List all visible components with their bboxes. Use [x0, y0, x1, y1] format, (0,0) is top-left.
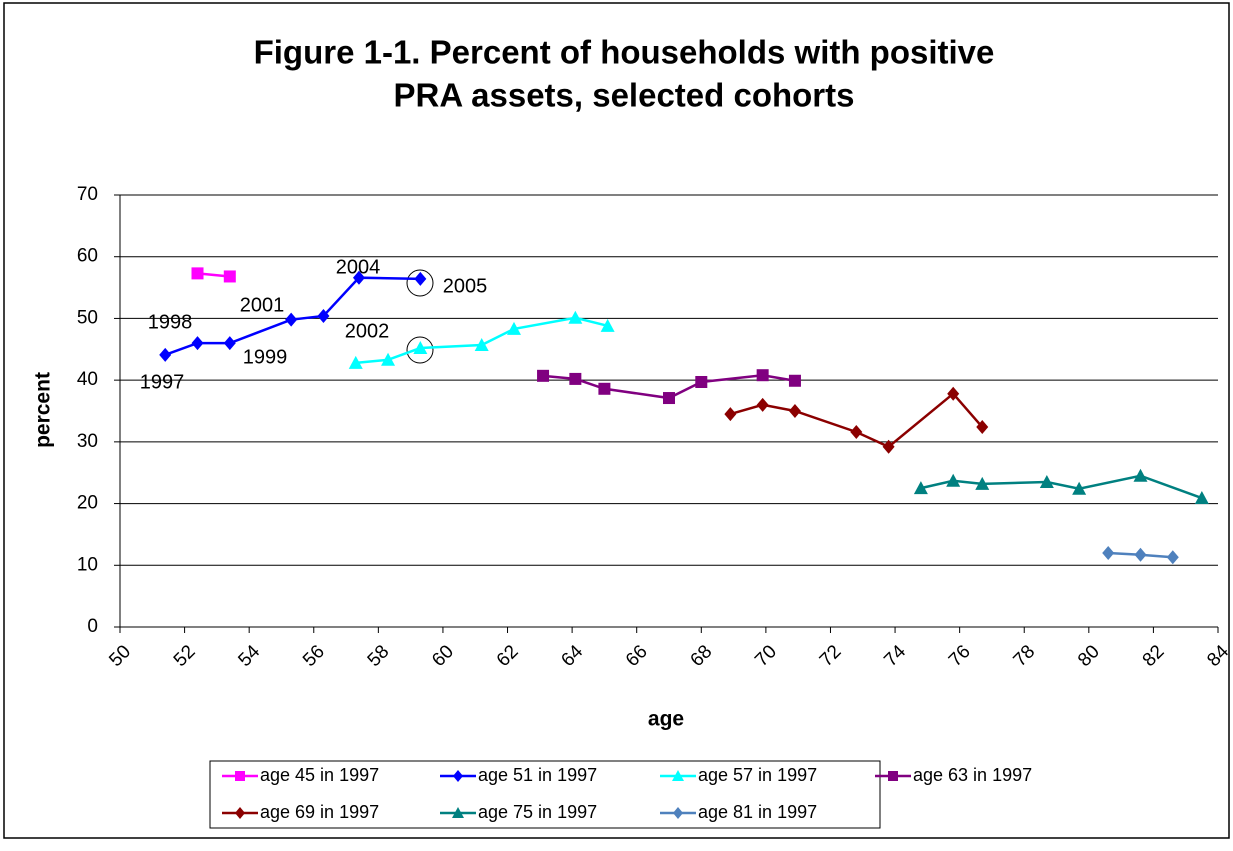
- legend-box: [209, 760, 881, 829]
- marker: [600, 318, 615, 332]
- chart-title: Figure 1-1. Percent of households with p…: [254, 34, 995, 71]
- marker: [975, 476, 990, 490]
- annotation: 1999: [243, 346, 288, 368]
- marker: [1039, 474, 1054, 488]
- legend-label: age 51 in 1997: [478, 765, 597, 785]
- legend-label: age 45 in 1997: [260, 765, 379, 785]
- legend-marker: [235, 771, 245, 781]
- annotation: 1997: [140, 371, 185, 393]
- marker: [850, 424, 863, 439]
- legend-marker: [888, 771, 898, 781]
- marker: [946, 473, 961, 487]
- marker: [724, 407, 737, 422]
- marker: [1072, 481, 1087, 495]
- marker: [381, 352, 396, 366]
- legend-marker: [672, 770, 684, 781]
- annotation: 1998: [148, 311, 193, 333]
- legend-marker: [235, 807, 245, 819]
- marker: [414, 271, 427, 286]
- y-tick-label: 60: [77, 246, 98, 267]
- y-tick-label: 10: [77, 554, 98, 575]
- y-tick-label: 0: [87, 616, 98, 637]
- y-axis-title: percent: [32, 372, 55, 448]
- marker: [882, 439, 895, 454]
- marker: [285, 312, 298, 327]
- marker: [568, 310, 583, 324]
- marker: [788, 404, 801, 418]
- marker: [191, 336, 204, 351]
- y-tick-label: 20: [77, 493, 98, 514]
- legend-marker: [673, 807, 683, 819]
- annotation: 2001: [240, 294, 285, 316]
- marker: [537, 369, 550, 382]
- legend-label: age 63 in 1997: [913, 765, 1032, 785]
- marker: [1133, 468, 1148, 482]
- y-tick-label: 70: [77, 184, 98, 205]
- annotation: 2004: [336, 256, 381, 278]
- marker: [569, 372, 582, 385]
- marker: [976, 420, 989, 435]
- x-axis-title: age: [648, 708, 684, 731]
- legend-label: age 57 in 1997: [698, 765, 817, 785]
- chart-border: [3, 2, 1230, 839]
- marker: [1134, 547, 1147, 562]
- marker: [223, 336, 236, 351]
- marker: [191, 267, 204, 280]
- marker: [1194, 491, 1209, 505]
- annotation: 2002: [345, 320, 390, 342]
- legend-marker: [453, 770, 463, 782]
- marker: [413, 341, 428, 355]
- legend-label: age 81 in 1997: [698, 802, 817, 822]
- marker: [788, 374, 801, 387]
- marker: [1102, 545, 1115, 560]
- marker: [947, 386, 960, 401]
- annotation: 2005: [443, 275, 488, 297]
- legend-marker: [452, 807, 464, 818]
- y-tick-label: 30: [77, 431, 98, 452]
- highlight-circle: [406, 269, 434, 297]
- marker: [756, 369, 769, 382]
- marker: [1166, 550, 1179, 565]
- marker: [695, 375, 708, 388]
- marker: [159, 347, 172, 362]
- chart-title: PRA assets, selected cohorts: [394, 77, 855, 114]
- highlight-circle: [406, 336, 434, 364]
- marker: [663, 392, 675, 405]
- marker: [598, 382, 611, 395]
- y-tick-label: 40: [77, 369, 98, 390]
- marker: [317, 308, 330, 323]
- y-tick-label: 50: [77, 307, 98, 328]
- marker: [352, 270, 365, 285]
- marker: [756, 397, 769, 412]
- marker: [474, 337, 489, 351]
- marker: [223, 270, 236, 283]
- marker: [913, 481, 928, 495]
- legend-label: age 69 in 1997: [260, 802, 379, 822]
- marker: [506, 321, 521, 335]
- legend-label: age 75 in 1997: [478, 802, 597, 822]
- marker: [348, 355, 363, 369]
